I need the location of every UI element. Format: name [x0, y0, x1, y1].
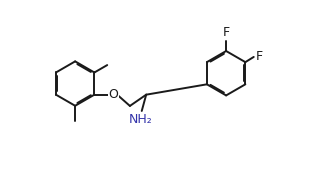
Text: O: O: [109, 88, 118, 101]
Text: NH₂: NH₂: [128, 113, 152, 126]
Text: F: F: [223, 26, 230, 39]
Text: F: F: [256, 50, 263, 63]
